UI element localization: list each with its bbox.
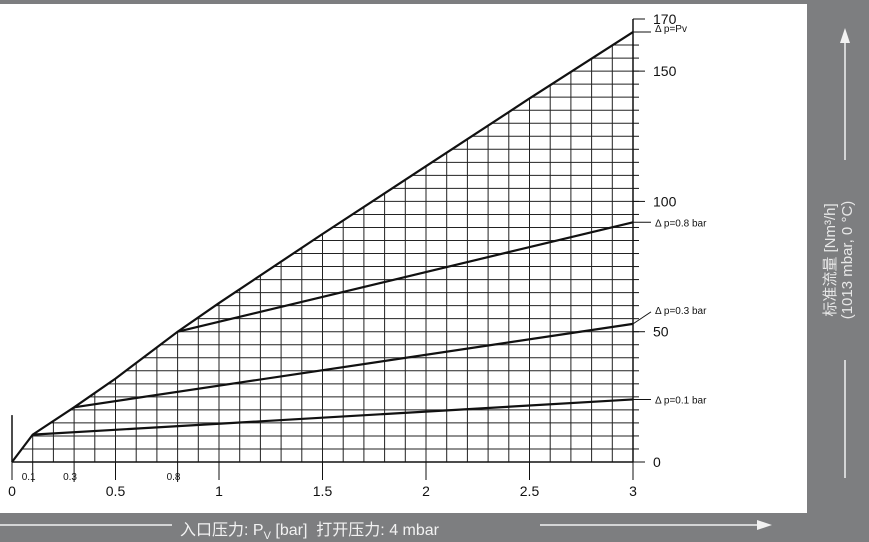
series-line: [32, 398, 634, 436]
series-line: [11, 31, 634, 463]
series-end-label: Δ p=0.8 bar: [655, 218, 707, 229]
x-label-cn-open: 打开压力: [316, 522, 381, 539]
y-label-line1: 标准流量 [Nm³/h]: [822, 203, 839, 317]
plot-area: 0 0.5 1 1.5 2 2.5 3 0.1 0.3 0.8 0 50 100 150 170 Δ p=Pv…: [0, 4, 807, 513]
x-tick-label: 1.5: [313, 483, 333, 499]
x-tick-label: 0: [8, 483, 16, 499]
series-end-label: Δ p=0.3 bar: [655, 306, 707, 317]
x-label-open-value: 4 mbar: [389, 522, 439, 539]
x-label-pv: P: [252, 522, 264, 539]
y-label-line2: (1013 mbar, 0 °C): [839, 200, 856, 320]
x-label-unit: [bar]: [275, 522, 308, 539]
x-tick-label: 2: [422, 483, 430, 499]
series-line: [177, 221, 634, 333]
y-tick-label: 100: [653, 193, 677, 209]
y-tick-label: 150: [653, 63, 677, 79]
arrow-right-icon: [757, 520, 772, 530]
x-minor-tick-label: 0.8: [167, 472, 181, 483]
y-tick-label: 170: [653, 11, 677, 27]
x-minor-tick-label: 0.3: [63, 472, 77, 483]
x-tick-label: 0.5: [106, 483, 126, 499]
series-end-label: Δ p=Pv: [655, 24, 687, 35]
x-minor-tick-label: 0.1: [22, 472, 36, 483]
y-tick-label: 0: [653, 454, 661, 470]
y-tick-label: 50: [653, 324, 669, 340]
label-leader-line: [632, 311, 652, 325]
x-tick-label: 3: [629, 483, 637, 499]
arrow-up-icon: [840, 28, 850, 43]
x-label-pv-sub: V: [263, 530, 271, 542]
x-label-cn-inlet: 入口压力: [180, 522, 245, 539]
y-axis-title: 标准流量 [Nm³/h] (1013 mbar, 0 °C): [807, 0, 869, 538]
x-axis-title: 入口压力: PV [bar] 打开压力: 4 mbar: [0, 513, 807, 542]
series-line: [73, 322, 634, 409]
x-tick-label: 2.5: [520, 483, 540, 499]
series-end-label: Δ p=0.1 bar: [655, 395, 707, 406]
x-tick-label: 1: [215, 483, 223, 499]
